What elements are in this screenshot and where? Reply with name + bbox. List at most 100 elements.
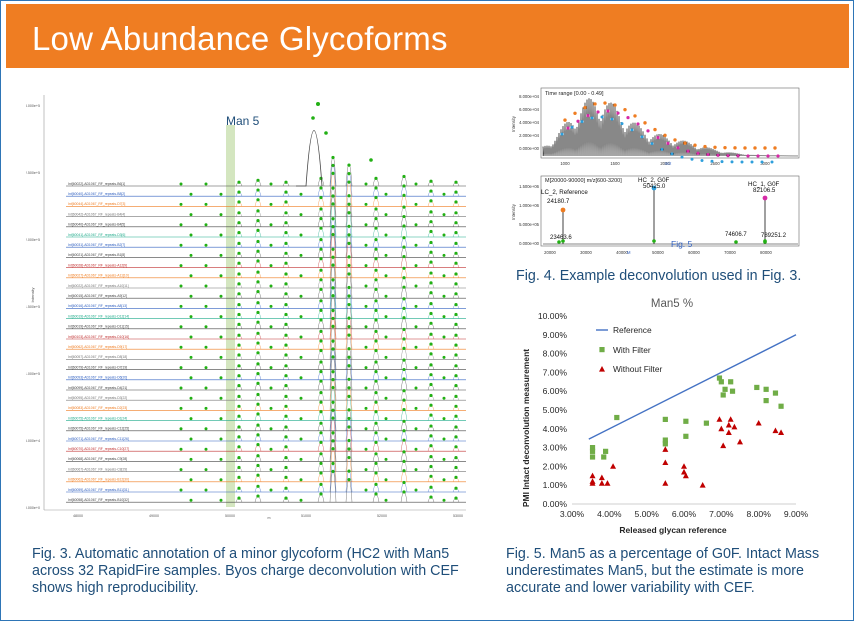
peak-marker (429, 382, 433, 387)
peak-marker (319, 329, 323, 333)
bottom-x-tick: 60000 (688, 250, 700, 255)
peak-marker (429, 464, 433, 469)
y-tick-label: 2.00% (543, 461, 568, 471)
orange-peak-marker (713, 145, 717, 149)
magenta-peak-marker (606, 109, 610, 113)
top-y-tick: 6.000e+04 (519, 107, 540, 112)
peak-marker (299, 213, 303, 217)
peak-marker (189, 498, 193, 502)
peak-marker (454, 303, 458, 307)
peak-marker (299, 315, 303, 319)
top-trace-peak (296, 130, 323, 187)
with-filter-point (720, 392, 726, 398)
trace-peak (329, 377, 337, 411)
peak-marker (429, 311, 433, 316)
peak-marker (442, 253, 446, 257)
peak-marker (347, 377, 351, 381)
trace-label: Int[60075]-AD1067_RF_repeats-D1[24] (68, 416, 127, 420)
peak-marker (284, 465, 288, 470)
top-y-tick: 0.000e+00 (519, 146, 540, 151)
peak-marker (284, 211, 288, 215)
peak-marker (414, 406, 418, 410)
peak-marker (237, 383, 241, 388)
orange-peak-marker (563, 118, 567, 122)
peak-marker (256, 219, 260, 223)
peak-marker (284, 394, 288, 398)
blue-peak-marker (560, 132, 564, 136)
peak-marker (454, 211, 458, 215)
magenta-peak-marker (626, 116, 630, 120)
without-filter-point (725, 421, 732, 428)
peak-marker (331, 255, 335, 259)
bottom-y-tick: 0.000e+00 (519, 241, 540, 246)
peak-marker (429, 393, 433, 398)
orange-peak-marker (653, 127, 657, 132)
peak-marker (347, 272, 351, 276)
y-tick-label: 1.00% (543, 480, 568, 490)
peak-marker (374, 247, 378, 251)
peak-marker (402, 429, 406, 433)
magenta-peak-marker (776, 154, 780, 158)
peak-marker (256, 494, 260, 498)
peak-marker (331, 163, 335, 168)
peak-marker (454, 272, 458, 276)
peak-marker (237, 475, 241, 479)
peak-marker (319, 471, 323, 475)
orange-peak-marker (593, 102, 597, 106)
mass-peak-base-marker (652, 239, 656, 243)
magenta-peak-marker (586, 113, 590, 118)
top-x-tick: 1500 (610, 161, 620, 166)
peak-marker (384, 253, 388, 257)
with-filter-point (662, 441, 668, 447)
peak-marker (319, 216, 323, 221)
peak-marker (299, 457, 303, 461)
peak-marker (237, 445, 241, 449)
trace-label: Int[60019]-AD1067_RF_repeats-D11[15] (68, 325, 129, 329)
peak-marker (237, 425, 241, 429)
magenta-peak-marker (616, 111, 620, 115)
peak-marker (454, 251, 458, 255)
peak-marker (402, 438, 406, 442)
peak-marker (374, 238, 378, 242)
peak-marker (319, 431, 323, 435)
blue-peak-marker (710, 159, 714, 163)
peak-marker (364, 202, 368, 206)
orange-peak-marker (693, 143, 697, 147)
trace-label: Int[60042]-AD1067_RF_repeats-B4[4] (68, 212, 125, 216)
peak-marker (179, 304, 183, 308)
top-x-tick: 1000 (560, 161, 570, 166)
peak-marker (454, 261, 458, 265)
orange-peak-marker (603, 101, 607, 105)
peak-marker (414, 284, 418, 288)
peak-marker (331, 370, 335, 374)
peak-marker (204, 427, 208, 431)
peak-marker (319, 207, 323, 211)
peak-marker (284, 343, 288, 347)
peak-marker (454, 230, 458, 235)
peak-marker (284, 200, 288, 204)
peak-marker (331, 339, 335, 343)
x-tick-label: 9.00% (784, 509, 809, 519)
trace-label: Int[60019]-AD1067_RF_repeats-D12[14] (68, 314, 129, 318)
trace-peak (329, 201, 337, 238)
trace-label: Int[60067]-AD1067_RF_repeats-C8[29] (68, 467, 127, 471)
peak-marker (429, 220, 433, 224)
fig5-caption: Fig. 5. Man5 as a percentage of G0F. Int… (506, 546, 820, 596)
peak-marker (374, 421, 378, 425)
peak-marker (299, 437, 303, 441)
peak-marker (374, 287, 378, 291)
peak-marker (454, 221, 458, 225)
magenta-peak-marker (656, 135, 660, 140)
peak-marker (179, 406, 183, 410)
magenta-peak-marker (706, 152, 710, 157)
peak-marker (299, 233, 303, 237)
peak-marker (402, 419, 406, 423)
peak-marker (402, 276, 406, 280)
peak-marker (299, 294, 303, 298)
peak-marker (284, 312, 288, 317)
minor-peak-marker (557, 240, 561, 244)
peak-marker (284, 333, 288, 337)
mass-peak-marker (762, 195, 768, 201)
peak-marker (429, 229, 433, 234)
peak-marker (414, 447, 418, 451)
